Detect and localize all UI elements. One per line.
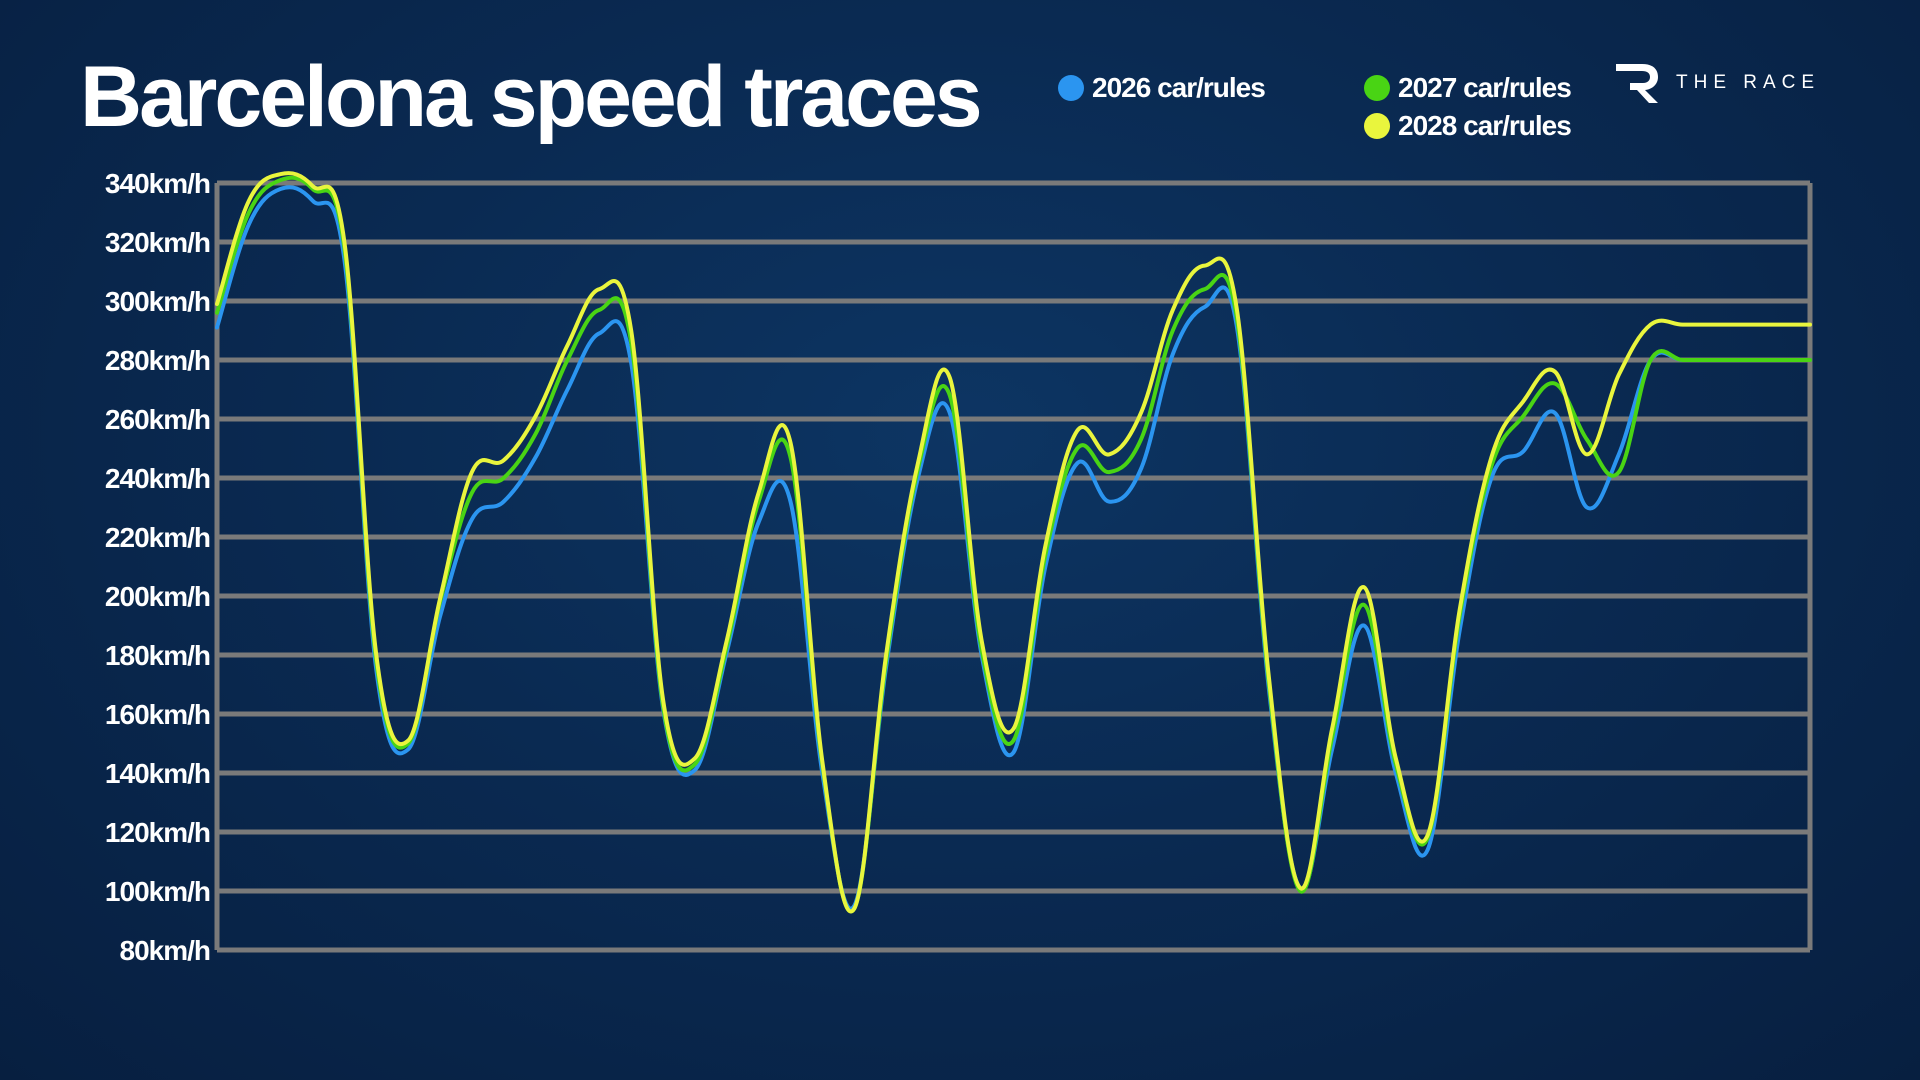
series-line-2027 — [215, 175, 1812, 914]
legend-label-2028: 2028 car/rules — [1398, 110, 1572, 141]
legend-label-2027: 2027 car/rules — [1398, 72, 1572, 103]
y-tick-label: 80km/h — [120, 935, 211, 966]
y-tick-label: 100km/h — [105, 876, 210, 907]
y-tick-label: 220km/h — [105, 522, 210, 553]
y-tick-label: 340km/h — [105, 168, 210, 199]
brand: THE RACE — [1612, 60, 1820, 106]
y-tick-label: 200km/h — [105, 581, 210, 612]
y-tick-label: 120km/h — [105, 817, 210, 848]
series-lines — [215, 171, 1812, 914]
legend-item-2026: 2026 car/rules — [1058, 72, 1266, 104]
y-tick-label: 140km/h — [105, 758, 210, 789]
legend-item-2027: 2027 car/rules — [1364, 72, 1572, 104]
legend-item-2028: 2028 car/rules — [1364, 110, 1572, 142]
y-tick-label: 300km/h — [105, 286, 210, 317]
the-race-r-logo-icon — [1616, 64, 1658, 103]
y-tick-label: 160km/h — [105, 699, 210, 730]
y-tick-label: 180km/h — [105, 640, 210, 671]
y-axis-ticks: 340km/h 320km/h 300km/h 280km/h 260km/h 240km… — [105, 168, 211, 966]
series-line-2026 — [215, 185, 1812, 911]
legend-dot-2028 — [1364, 113, 1390, 139]
y-tick-label: 260km/h — [105, 404, 210, 435]
grid — [214, 180, 1813, 953]
y-tick-label: 320km/h — [105, 227, 210, 258]
y-tick-label: 280km/h — [105, 345, 210, 376]
legend-dot-2026 — [1058, 75, 1084, 101]
brand-name: THE RACE — [1676, 72, 1821, 93]
series-line-2028 — [215, 171, 1812, 914]
legend-dot-2027 — [1364, 75, 1390, 101]
y-tick-label: 240km/h — [105, 463, 210, 494]
chart-title: Barcelona speed traces — [80, 49, 983, 145]
legend-label-2026: 2026 car/rules — [1092, 72, 1266, 103]
